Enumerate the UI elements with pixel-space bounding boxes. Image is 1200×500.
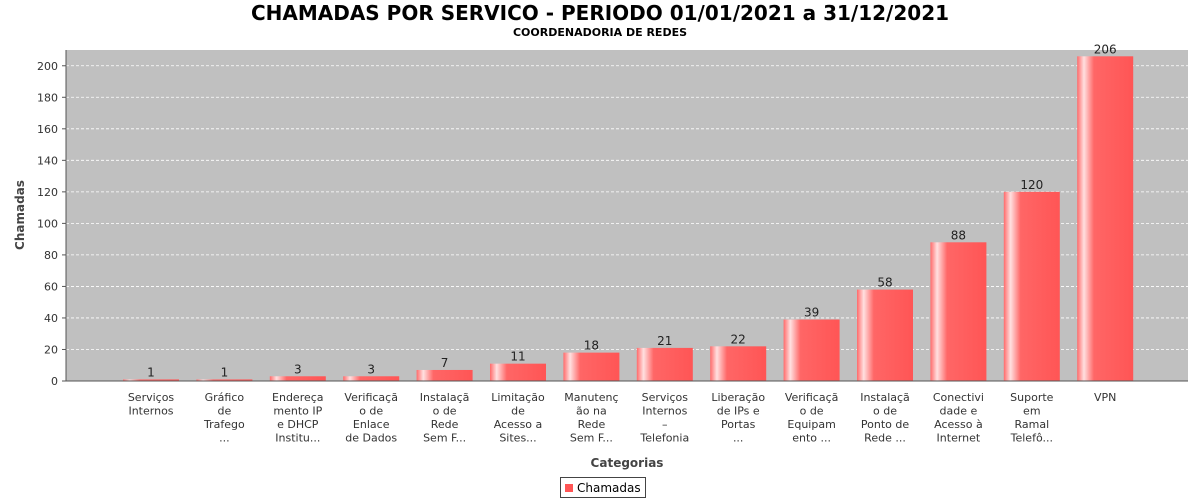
y-tick-label: 200 (37, 60, 58, 73)
bar (857, 289, 913, 381)
y-tick-label: 140 (37, 154, 58, 167)
x-tick-label: Manutenç ão na Rede Sem F... (564, 391, 618, 445)
legend-swatch (565, 483, 573, 492)
y-axis: 0 20 40 60 80 100 120 140 160 180 200 (37, 50, 67, 388)
x-tick-label: Verificaçã o de Equipam ento ... (785, 391, 839, 445)
legend: Chamadas (560, 477, 646, 498)
bar (1077, 56, 1134, 382)
y-tick-label: 100 (37, 217, 58, 230)
data-label: 18 (584, 339, 599, 353)
y-axis-label: Chamadas (13, 180, 27, 250)
y-tick-label: 180 (37, 91, 58, 104)
y-tick-label: 40 (44, 312, 58, 325)
bar (123, 379, 179, 381)
bar (490, 363, 546, 381)
chart-subtitle: COORDENADORIA DE REDES (512, 26, 688, 39)
bar (416, 369, 473, 381)
data-label: 1 (147, 365, 155, 379)
x-tick-label: Limitação de Acesso a Sites... (491, 391, 545, 445)
x-tick-label: Verificaçã o de Enlace de Dados (344, 391, 398, 445)
data-label: 22 (731, 332, 746, 346)
x-tick-label: Serviços Internos – Telefonia (639, 391, 689, 445)
x-tick-label: VPN (1094, 391, 1116, 404)
y-tick-label: 20 (44, 343, 58, 356)
x-tick-label: Conectivi dade e Acesso à Internet (933, 391, 984, 445)
y-tick-label: 80 (44, 249, 58, 262)
y-tick-label: 60 (44, 280, 58, 293)
grid-lines (66, 65, 1188, 350)
data-label: 3 (367, 362, 375, 376)
bar (930, 242, 987, 381)
bar (269, 376, 326, 381)
x-axis: Serviços Internos Gráfico de Trafego ... Ender… (66, 380, 1188, 445)
data-label: 3 (294, 362, 302, 376)
bar (636, 347, 693, 381)
bar (563, 352, 620, 381)
x-tick-label: Liberação de IPs e Portas... (711, 391, 765, 445)
data-label: 88 (951, 228, 966, 242)
data-label: 7 (441, 356, 449, 370)
bar (783, 319, 840, 381)
data-label: 58 (877, 276, 892, 290)
x-tick-label: Instalaçã o de Rede Sem F... (420, 391, 470, 445)
data-label: 11 (510, 350, 525, 364)
bar (343, 376, 400, 381)
data-label: 39 (804, 306, 819, 320)
data-label: 206 (1094, 42, 1117, 56)
chart-title: CHAMADAS POR SERVICO - PERIODO 01/01/202… (250, 1, 950, 25)
data-label: 21 (657, 334, 672, 348)
data-label: 1 (221, 365, 229, 379)
x-tick-label: Gráfico de Trafego... (203, 391, 245, 445)
x-tick-label: Suporte em Ramal Telefô... (1010, 391, 1054, 445)
plot-area (66, 50, 1188, 381)
x-axis-label: Categorias (591, 456, 664, 470)
x-tick-label: Instalaçã o de Ponto de Rede ... (860, 391, 910, 445)
x-tick-label: Serviços Internos (128, 391, 175, 418)
data-label: 120 (1020, 178, 1043, 192)
y-tick-label: 0 (51, 375, 58, 388)
bar (1003, 191, 1060, 381)
y-tick-label: 160 (37, 123, 58, 136)
bar (710, 346, 767, 381)
x-tick-label: Endereça mento IP e DHCP Institu... (272, 391, 324, 445)
bar (196, 379, 253, 381)
y-tick-label: 120 (37, 186, 58, 199)
legend-label: Chamadas (577, 480, 641, 495)
